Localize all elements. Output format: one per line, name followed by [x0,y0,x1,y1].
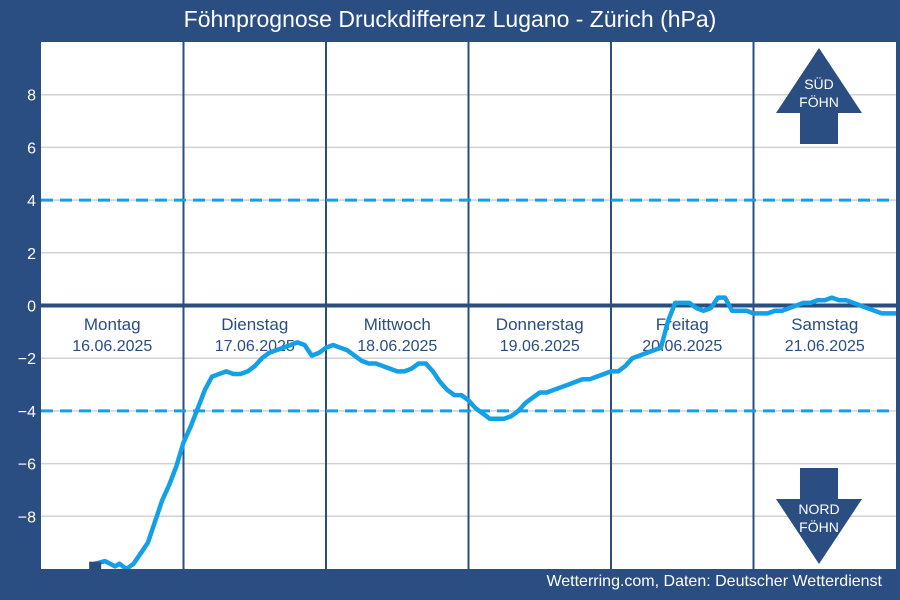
day-date: 19.06.2025 [500,338,580,355]
day-label: Montag [84,315,141,334]
arrow-down-icon [776,468,862,564]
nord-label-1: NORD [798,501,839,517]
series-line [92,295,896,569]
y-tick-label: 4 [27,193,36,210]
y-tick-label: −6 [18,457,36,474]
y-tick-label: −4 [18,404,36,421]
sued-label-1: SÜD [804,75,834,92]
day-date: 16.06.2025 [72,338,152,355]
y-tick-label: 2 [27,246,36,263]
day-label: Mittwoch [364,315,431,334]
y-tick-label: 6 [27,140,36,157]
source-credit: Wetterring.com, Daten: Deutscher Wetterd… [546,573,882,590]
chart-title: Föhnprognose Druckdifferenz Lugano - Zür… [183,6,717,32]
day-label: Donnerstag [496,315,584,334]
day-date: 18.06.2025 [357,338,437,355]
y-tick-label: 8 [27,88,36,105]
day-date: 21.06.2025 [785,338,865,355]
y-tick-label: −2 [18,351,36,368]
day-label: Dienstag [221,315,288,334]
y-tick-label: 0 [27,299,36,316]
day-label: Samstag [791,315,858,334]
y-tick-label: −8 [18,509,36,526]
series-start-marker [89,561,102,569]
arrow-up-icon [776,48,862,144]
nord-label-2: FÖHN [799,518,839,535]
sued-label-2: FÖHN [799,93,839,110]
